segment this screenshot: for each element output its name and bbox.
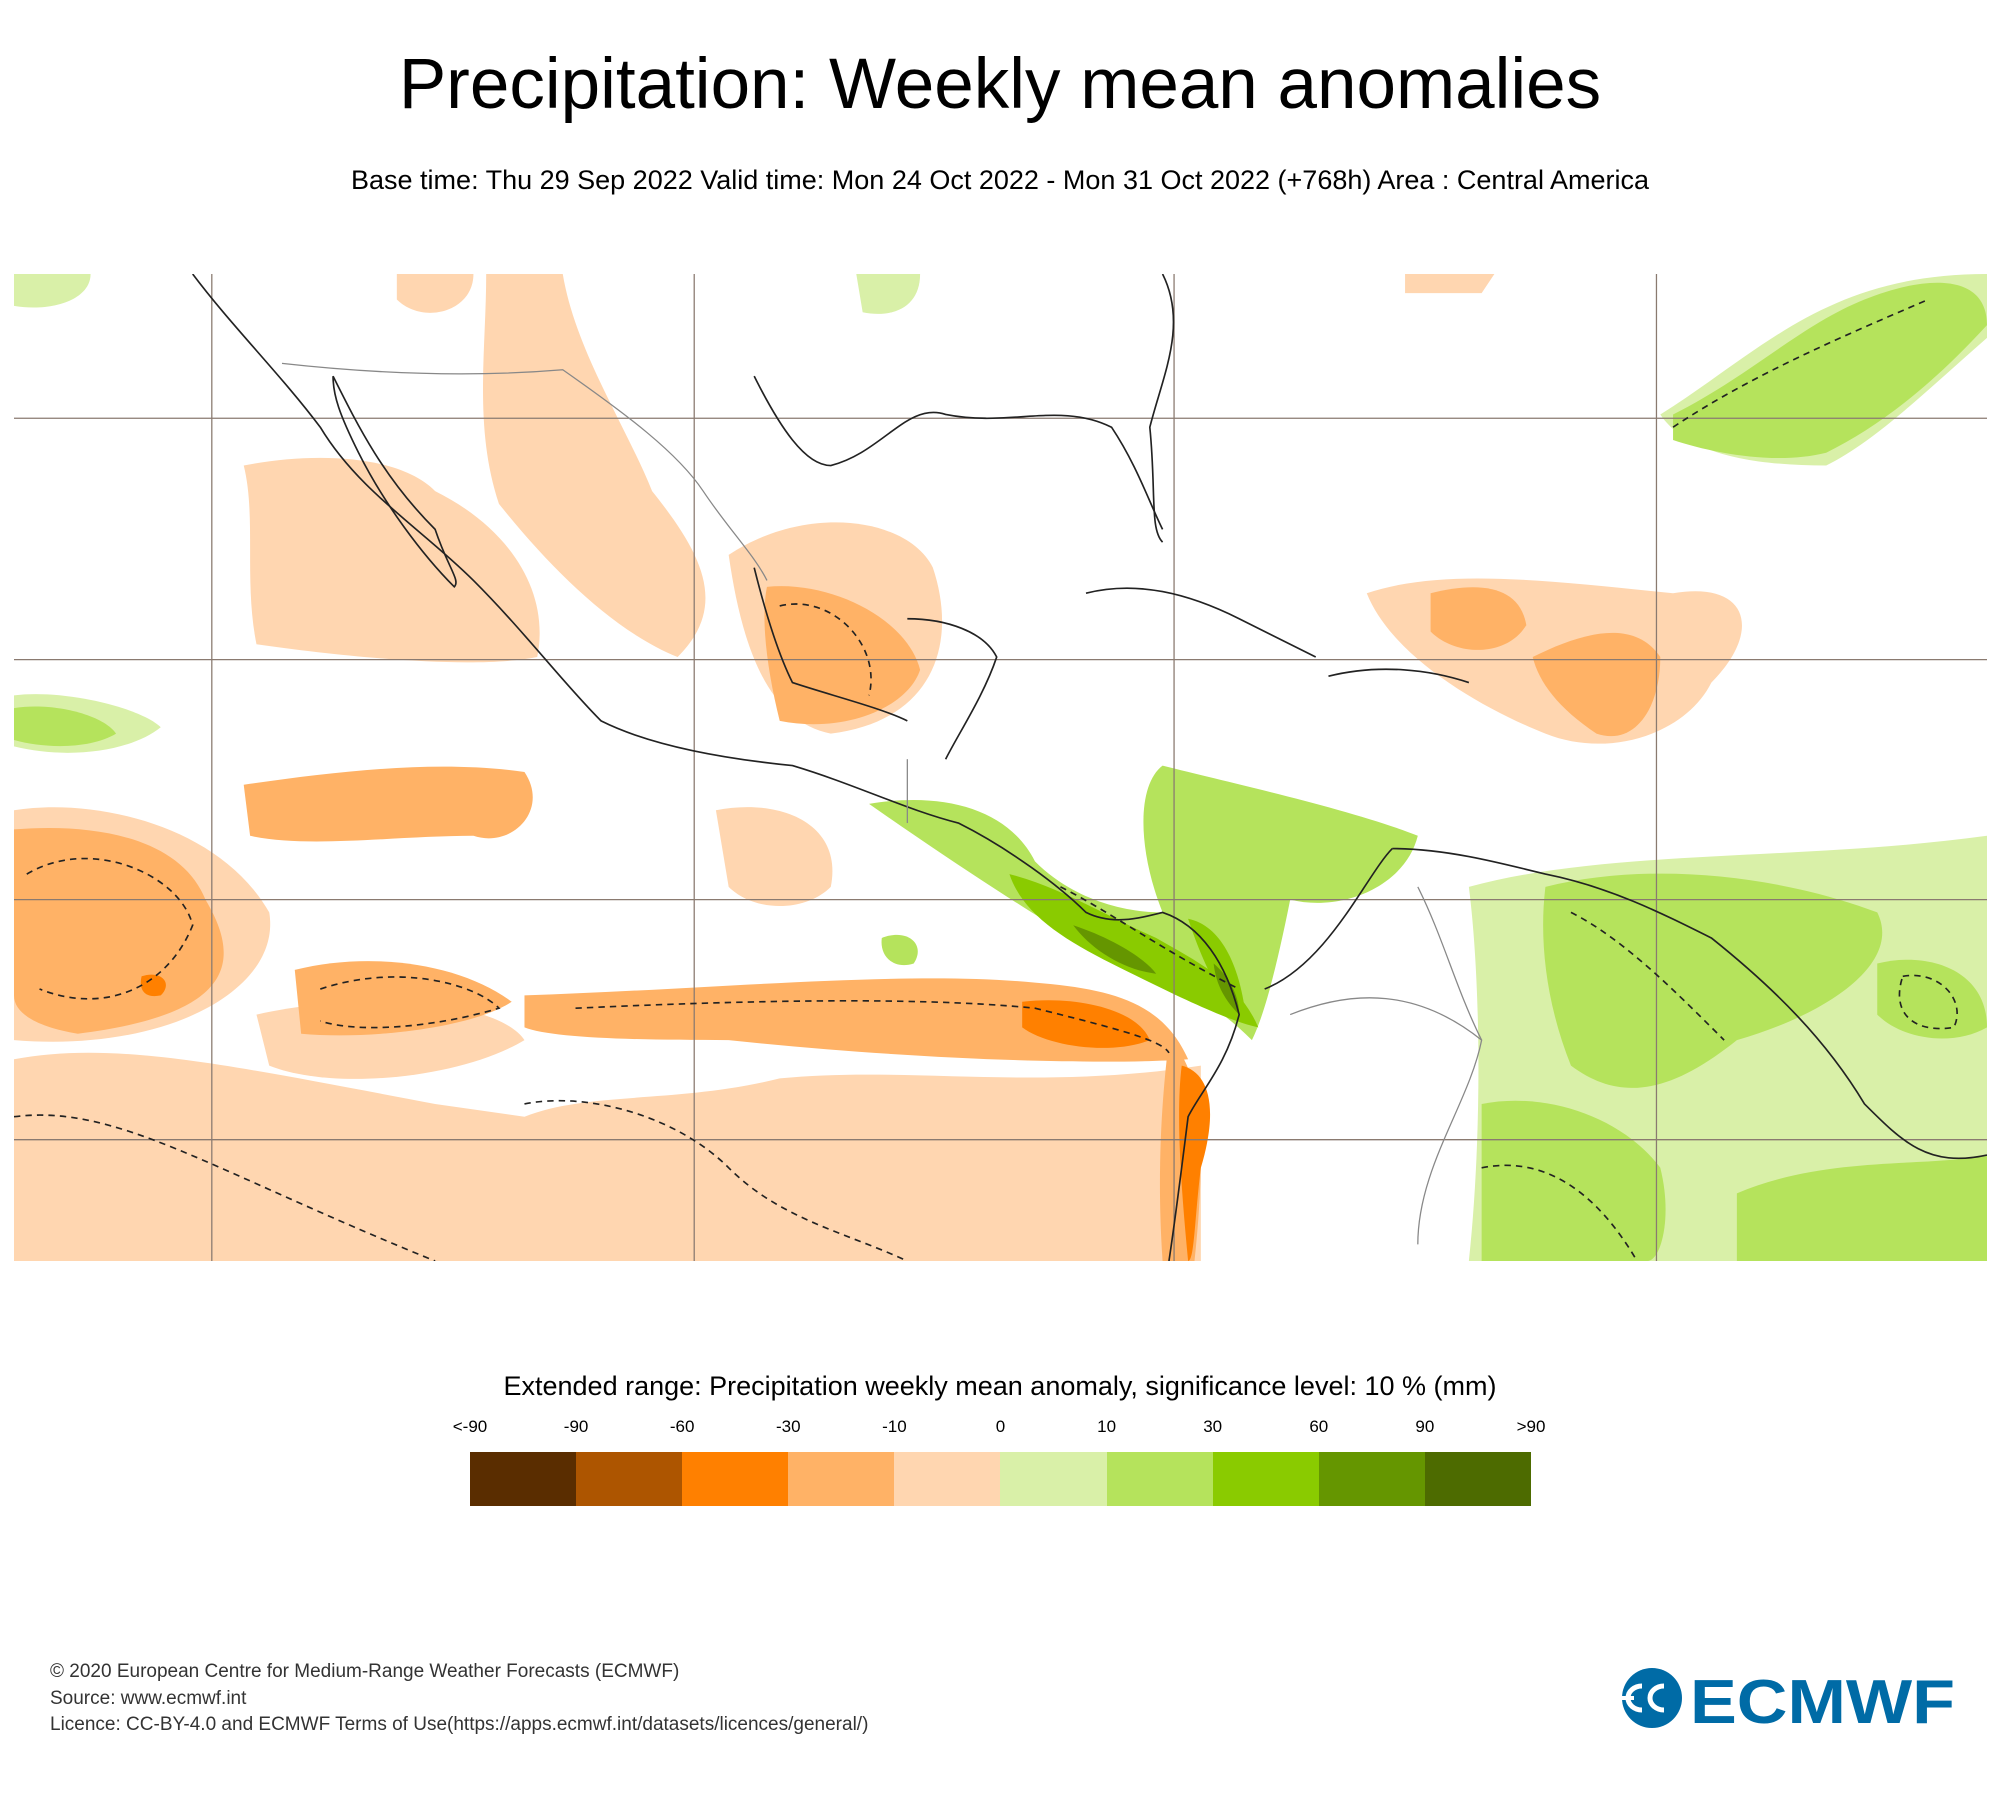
legend-tick-labels: <-90 -90 -60 -30 -10 0 10 30 60 90 >90 [453, 1417, 1546, 1439]
anomaly-area-green [869, 765, 1418, 1041]
legend-swatch [1106, 1452, 1213, 1506]
legend-tick-label: -60 [669, 1417, 695, 1436]
anomaly-area-orange [14, 827, 224, 1034]
legend-swatch [1424, 1452, 1531, 1506]
anomaly-area-light-orange [243, 457, 540, 663]
legend-tick-label: 0 [995, 1417, 1006, 1436]
anomaly-area-light-orange [396, 274, 474, 313]
coastlines [192, 274, 1987, 1261]
anomaly-area-darkest-green [1213, 963, 1240, 1015]
anomaly-area-light-orange [483, 274, 706, 658]
copyright-text: © 2020 European Centre for Medium-Range … [50, 1661, 680, 1682]
anomaly-area-orange [294, 961, 512, 1036]
significance-contours [14, 298, 1958, 1261]
anomaly-area-light-orange [1405, 274, 1495, 294]
legend-tick-label: <-90 [452, 1417, 488, 1436]
anomaly-area-green [1543, 873, 1883, 1088]
anomaly-area-light-orange [14, 1052, 1201, 1261]
borders [281, 362, 1483, 1245]
anomaly-area-dark-orange [140, 974, 166, 997]
anomaly-area-dark-orange [1179, 1065, 1211, 1261]
anomaly-area-light-orange [715, 807, 833, 907]
anomaly-area-dark-orange [1022, 1000, 1150, 1048]
legend-swatch [788, 1452, 895, 1506]
legend-tick-label: 60 [1309, 1417, 1329, 1436]
legend-color-bar [470, 1452, 1531, 1506]
anomaly-area-orange [1532, 632, 1661, 737]
licence-text: Licence: CC-BY-4.0 and ECMWF Terms of Us… [50, 1714, 869, 1735]
anomaly-area-light-green [856, 274, 921, 314]
legend-tick-label: >90 [1516, 1417, 1546, 1436]
anomaly-area-orange [524, 978, 1189, 1062]
anomaly-area-green [1877, 959, 1987, 1039]
anomaly-area-orange [243, 766, 533, 842]
legend-tick-label: -90 [563, 1417, 589, 1436]
anomaly-area-green [14, 706, 117, 747]
legend-title: Extended range: Precipitation weekly mea… [503, 1371, 1497, 1401]
source-text: Source: www.ecmwf.int [50, 1688, 247, 1709]
chart-title: Precipitation: Weekly mean anomalies [398, 45, 1602, 124]
anomaly-area-green [1481, 1100, 1666, 1261]
legend-swatch [1000, 1452, 1107, 1506]
legend-swatch [894, 1452, 1001, 1506]
legend-tick-label: -10 [882, 1417, 907, 1436]
legend-tick-label: 10 [1097, 1417, 1117, 1436]
legend-swatch [1212, 1452, 1319, 1506]
legend-swatch [682, 1452, 789, 1506]
ecmwf-logo-mark [1622, 1668, 1682, 1728]
anomaly-area-orange [764, 586, 921, 725]
legend-tick-label: 90 [1415, 1417, 1435, 1436]
anomaly-area-green [1736, 1155, 1987, 1261]
chart-subtitle: Base time: Thu 29 Sep 2022 Valid time: M… [351, 165, 1649, 195]
legend-swatch [576, 1452, 683, 1506]
legend-swatch [1318, 1452, 1425, 1506]
legend-tick-label: -30 [776, 1417, 801, 1436]
anomaly-area-light-green [14, 274, 91, 308]
anomaly-area-darkest-green [1073, 925, 1157, 974]
anomaly-area-orange [1430, 587, 1527, 650]
ecmwf-logo-text: ECMWF [1690, 1668, 1955, 1730]
legend-tick-label: 30 [1203, 1417, 1223, 1436]
precipitation-anomaly-map [14, 274, 1987, 1261]
anomaly-area-green [1673, 282, 1987, 459]
anomaly-area-green [881, 934, 918, 966]
anomaly-fill-layer [14, 274, 1987, 1261]
anomaly-area-dark-green [1009, 874, 1259, 1028]
legend-swatch [470, 1452, 577, 1506]
ecmwf-logo: ECMWF [1622, 1668, 1955, 1730]
